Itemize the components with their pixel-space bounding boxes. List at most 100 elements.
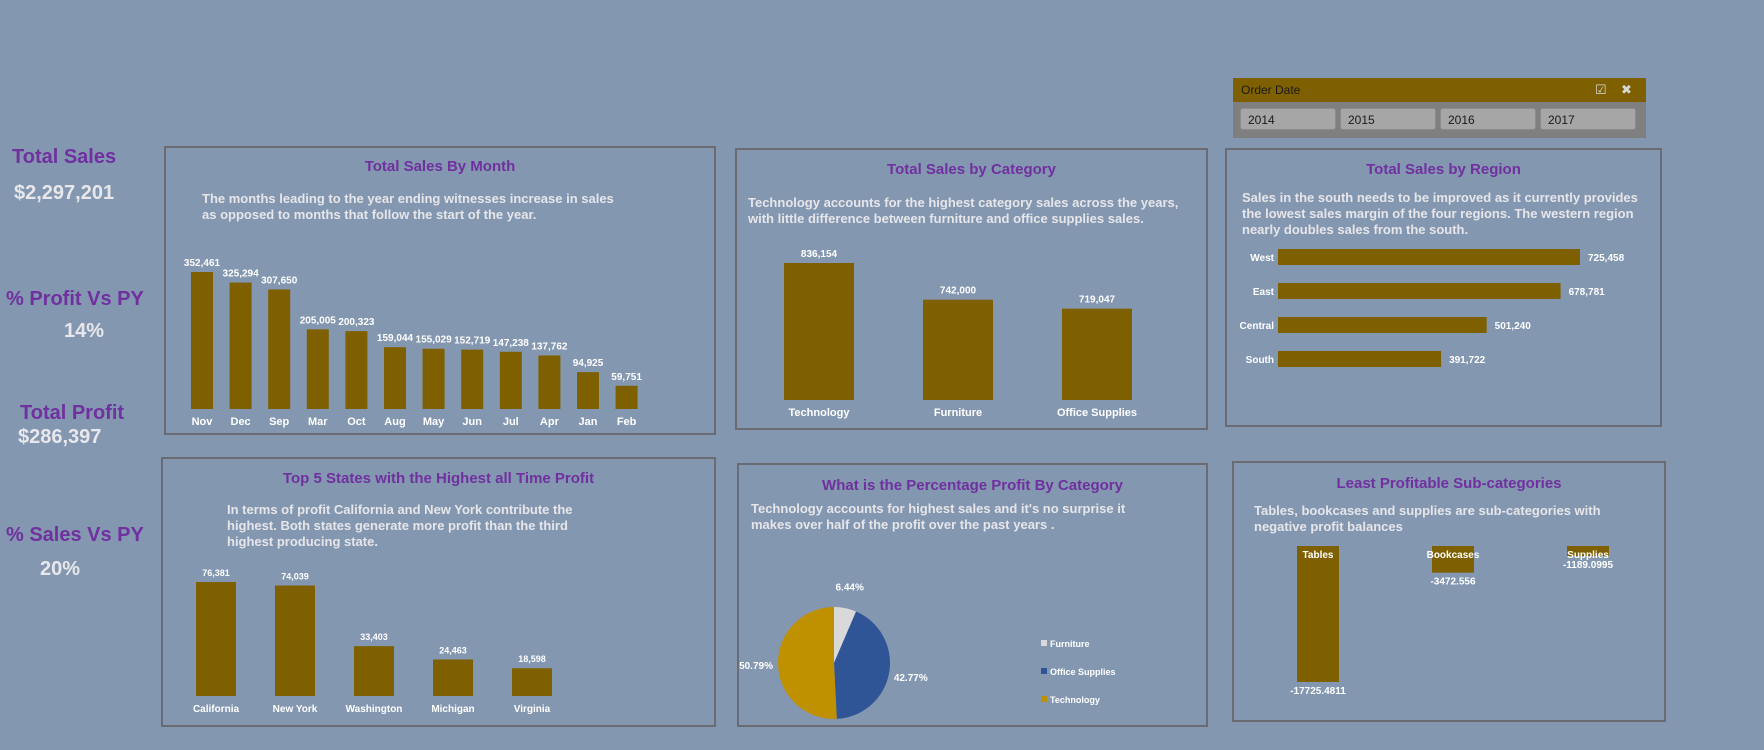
panel-profit-by-category: What is the Percentage Profit By Categor… [737,463,1208,727]
panel-least-profitable: Least Profitable Sub-categories Tables, … [1232,461,1666,722]
order-date-slicer: Order Date ☑ ✖ 2014 2015 2016 2017 [1233,78,1646,138]
category-label: Central [1240,321,1275,332]
bar-jul [500,352,522,409]
data-label: 719,047 [1079,295,1116,306]
category-label: Nov [192,416,214,428]
bar-nov [191,272,213,409]
data-label: -17725.4811 [1290,686,1346,697]
profit-vs-py-value: 14% [64,320,104,343]
multi-select-icon[interactable]: ☑ [1595,82,1607,98]
category-label: Dec [231,416,251,428]
data-label: -3472.556 [1430,577,1475,588]
category-label: Furniture [934,407,982,419]
sales-by-category-chart: 836,154 Technology 742,000 Furniture 719,047… [737,150,1210,432]
category-label: Aug [384,416,405,428]
data-label: 307,650 [261,275,298,286]
data-label: -1189.0995 [1563,560,1613,571]
total-profit-value: $286,397 [18,426,101,449]
data-label: 678,781 [1569,287,1606,298]
category-label: May [423,416,445,428]
bar-california [196,582,236,696]
total-sales-label: Total Sales [12,146,116,169]
panel-sales-by-category: Total Sales by Category Technology accou… [735,148,1208,430]
legend-swatch [1041,640,1047,646]
sales-by-region-chart: West 725,458 East 678,781 Central 501,240 Sout… [1227,150,1664,429]
bar-oct [345,331,367,409]
bar-sep [268,289,290,409]
bar-may [423,349,445,409]
bar-furniture [923,300,993,400]
data-label: 391,722 [1449,355,1486,366]
bar-new-york [275,585,315,696]
data-label: 742,000 [940,286,977,297]
category-label: Mar [308,416,328,428]
bar-office-supplies [1062,309,1132,400]
slicer-header: Order Date ☑ ✖ [1233,78,1646,102]
slice-label: 42.77% [894,673,928,684]
legend-swatch [1041,696,1047,702]
profit-by-category-pie: 6.44%42.77%50.79%FurnitureOffice Supplie… [739,465,1210,729]
slice-label: 50.79% [739,661,773,672]
sales-vs-py-value: 20% [40,558,80,581]
category-label: West [1250,253,1274,264]
category-label: Jan [579,416,598,428]
least-profitable-chart: Tables -17725.4811 Bookcases -3472.556 Suppl… [1234,463,1668,724]
profit-vs-py-label: % Profit Vs PY [6,288,144,311]
bar-jun [461,350,483,409]
bar-washington [354,646,394,696]
data-label: 76,381 [202,568,230,578]
category-label: Virginia [514,704,551,715]
data-label: 137,762 [531,341,568,352]
category-label: Bookcases [1427,550,1480,561]
category-label: Jun [462,416,482,428]
bar-central [1278,317,1487,333]
category-label: South [1246,355,1274,366]
sales-vs-py-label: % Sales Vs PY [6,524,144,547]
data-label: 159,044 [377,333,414,344]
panel-sales-by-region: Total Sales by Region Sales in the south… [1225,148,1662,427]
category-label: Washington [346,704,403,715]
category-label: Tables [1303,550,1334,561]
data-label: 59,751 [611,372,642,383]
category-label: Office Supplies [1057,407,1137,419]
bar-jan [577,372,599,409]
category-label: Michigan [431,704,474,715]
data-label: 200,323 [338,317,375,328]
bar-feb [616,386,638,409]
data-label: 325,294 [223,269,260,280]
category-label: Apr [540,416,560,428]
category-label: New York [273,704,318,715]
data-label: 205,005 [300,315,337,326]
slicer-option-2016[interactable]: 2016 [1440,108,1536,130]
bar-michigan [433,659,473,696]
bar-aug [384,347,406,409]
clear-filter-icon[interactable]: ✖ [1621,82,1632,98]
data-label: 155,029 [416,335,453,346]
data-label: 725,458 [1588,253,1625,264]
slice-label: 6.44% [835,583,863,594]
data-label: 501,240 [1495,321,1532,332]
data-label: 33,403 [360,632,388,642]
category-label: Technology [789,407,851,419]
legend-swatch [1041,668,1047,674]
total-profit-label: Total Profit [20,402,124,425]
bar-technology [784,263,854,400]
category-label: Feb [617,416,637,428]
bar-east [1278,283,1561,299]
slicer-option-2014[interactable]: 2014 [1240,108,1336,130]
data-label: 836,154 [801,249,838,260]
panel-top-5-states: Top 5 States with the Highest all Time P… [161,457,716,727]
category-label: East [1253,287,1275,298]
data-label: 24,463 [439,645,467,655]
bar-tables [1297,546,1339,682]
legend-entry: Office Supplies [1050,667,1116,677]
slicer-option-2015[interactable]: 2015 [1340,108,1436,130]
category-label: Sep [269,416,289,428]
bar-mar [307,329,329,409]
bar-virginia [512,668,552,696]
category-label: California [193,704,240,715]
slicer-option-2017[interactable]: 2017 [1540,108,1636,130]
data-label: 147,238 [493,338,530,349]
bar-apr [538,355,560,409]
slice-technology [778,607,837,719]
